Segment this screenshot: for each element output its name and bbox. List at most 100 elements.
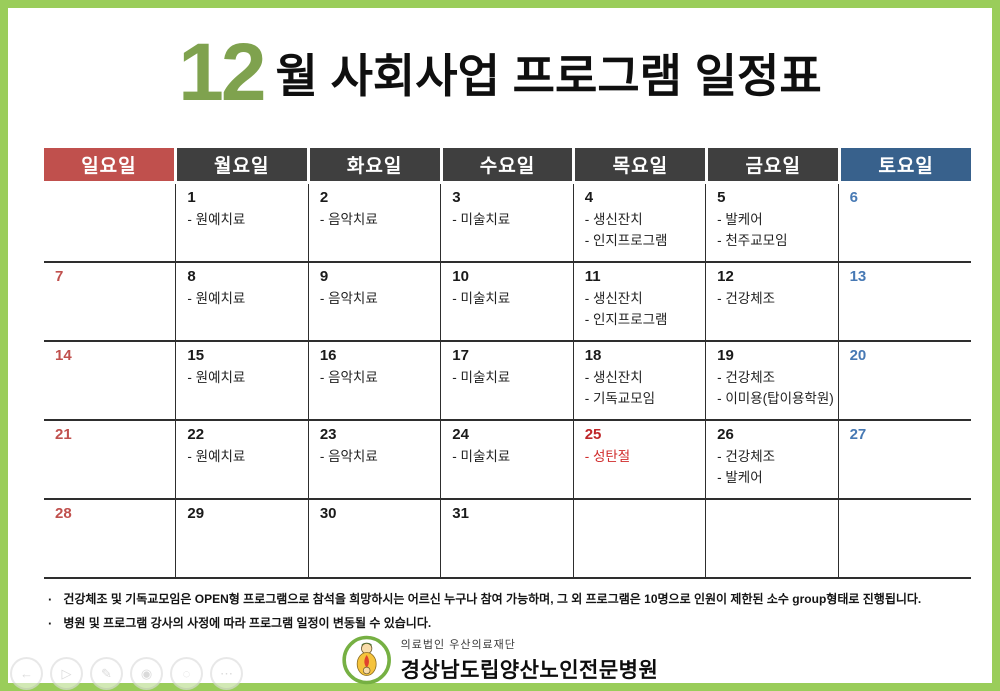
camera-icon[interactable]: ◉ — [130, 657, 163, 690]
date-number: 19 — [717, 347, 734, 364]
program-entry: - 생신잔치 — [584, 370, 643, 385]
day-header-wednesday: 수요일 — [442, 148, 573, 181]
viewer-toolbar-watermark: ← ▷ ✎ ◉ ◌ ⋯ — [10, 657, 243, 690]
date-number: 20 — [849, 347, 867, 364]
date-number: 21 — [55, 426, 72, 443]
calendar-cell: 7 — [44, 263, 177, 342]
calendar-cell — [573, 500, 707, 579]
day-header-thursday: 목요일 — [575, 148, 706, 181]
calendar-cell — [706, 500, 839, 579]
date-number: 9 — [319, 268, 329, 285]
calendar-cell: 11 - 생신잔치 - 인지프로그램 — [573, 263, 707, 342]
title-month-number: 12 — [178, 27, 266, 118]
calendar-cell: 4 - 생신잔치 - 인지프로그램 — [573, 184, 707, 263]
title-text: 월 사회사업 프로그램 일정표 — [275, 50, 822, 102]
program-entry: - 음악치료 — [319, 449, 378, 464]
more-icon[interactable]: ⋯ — [210, 657, 243, 690]
search-icon[interactable]: ◌ — [170, 657, 203, 690]
program-entry: - 인지프로그램 — [584, 233, 668, 248]
program-entry: - 생신잔치 — [584, 291, 643, 306]
logo-hospital-name: 경상남도립양산노인전문병원 — [400, 659, 659, 682]
program-entry: - 생신잔치 — [584, 212, 643, 227]
date-number: 28 — [55, 505, 72, 522]
program-entry: - 건강체조 — [717, 449, 776, 464]
calendar-cell: 6 — [838, 184, 971, 263]
date-number: 8 — [187, 268, 196, 285]
date-number: 7 — [55, 268, 64, 285]
day-header-sunday: 일요일 — [44, 148, 174, 181]
date-number: 17 — [452, 347, 469, 364]
calendar-cell: 8 - 원예치료 — [176, 263, 309, 342]
date-number: 18 — [584, 347, 602, 364]
date-number: 26 — [717, 426, 734, 443]
program-entry: - 음악치료 — [319, 212, 378, 227]
calendar-cell — [838, 500, 971, 579]
calendar-cell: 10 - 미술치료 — [441, 263, 574, 342]
date-number: 23 — [319, 426, 337, 443]
program-entry: - 미술치료 — [452, 212, 511, 227]
calendar-cell: 20 — [838, 342, 971, 421]
date-number: 15 — [187, 347, 205, 364]
date-number: 31 — [452, 505, 469, 522]
date-number: 27 — [849, 426, 867, 443]
date-number: 10 — [452, 268, 469, 285]
date-number: 14 — [55, 347, 72, 364]
calendar-cell: 12 - 건강체조 — [706, 263, 839, 342]
day-header-friday: 금요일 — [708, 148, 839, 181]
hospital-logo-icon — [342, 635, 391, 685]
back-icon[interactable]: ← — [10, 657, 43, 690]
program-entry: - 원예치료 — [187, 449, 246, 464]
program-entry: - 인지프로그램 — [584, 312, 668, 327]
program-entry: - 미술치료 — [452, 449, 511, 464]
page-title: 12 월 사회사업 프로그램 일정표 — [8, 8, 992, 120]
calendar-cell: 25 - 성탄절 — [573, 421, 707, 500]
date-number: 13 — [849, 268, 867, 285]
calendar-cell: 26 - 건강체조 - 발케어 — [706, 421, 839, 500]
program-entry: - 성탄절 — [584, 449, 631, 464]
calendar-cell: 16 - 음악치료 — [308, 342, 442, 421]
day-header-saturday: 토요일 — [841, 148, 971, 181]
hospital-logo-text: 의료법인 우산의료재단 경상남도립양산노인전문병원 — [401, 636, 659, 684]
program-entry: - 이미용(탑이용학원) — [717, 391, 834, 406]
date-number: 22 — [187, 426, 205, 443]
note-line: · 건강체조 및 기독교모임은 OPEN형 프로그램으로 참석을 희망하시는 어… — [48, 592, 966, 607]
program-entry: - 원예치료 — [187, 370, 246, 385]
calendar-grid: 1 - 원예치료 2 - 음악치료 3 - 미술치료 4 - 생신잔치 - 인지프로그램 5 - 발… — [44, 184, 971, 579]
calendar-cell: 9 - 음악치료 — [308, 263, 442, 342]
program-entry: - 발케어 — [717, 212, 763, 227]
program-entry: - 원예치료 — [187, 291, 246, 306]
date-number: 30 — [319, 505, 337, 522]
date-number: 29 — [187, 505, 205, 522]
note-text: 건강체조 및 기독교모임은 OPEN형 프로그램으로 참석을 희망하시는 어르신… — [63, 592, 922, 606]
date-number: 12 — [717, 268, 734, 285]
calendar-cell: 27 — [838, 421, 971, 500]
calendar-cell: 3 - 미술치료 — [441, 184, 574, 263]
note-line: · 병원 및 프로그램 강사의 사정에 따라 프로그램 일정이 변동될 수 있습… — [48, 616, 966, 631]
calendar-cell: 28 — [44, 500, 177, 579]
calendar-cell: 24 - 미술치료 — [441, 421, 574, 500]
bullet-icon: · — [48, 592, 53, 607]
calendar-cell: 30 — [308, 500, 442, 579]
date-number: 11 — [584, 268, 601, 285]
date-number: 5 — [717, 189, 726, 206]
calendar-cell: 15 - 원예치료 — [176, 342, 309, 421]
hospital-logo: 의료법인 우산의료재단 경상남도립양산노인전문병원 — [342, 635, 659, 685]
date-number: 4 — [584, 189, 594, 206]
calendar-cell: 31 — [441, 500, 574, 579]
program-entry: - 건강체조 — [717, 370, 776, 385]
pencil-icon[interactable]: ✎ — [90, 657, 123, 690]
day-of-week-header-row: 일요일 월요일 화요일 수요일 목요일 금요일 토요일 — [44, 148, 971, 181]
date-number: 25 — [584, 426, 602, 443]
program-entry: - 발케어 — [717, 470, 763, 485]
calendar-cell: 2 - 음악치료 — [308, 184, 442, 263]
program-entry: - 원예치료 — [187, 212, 246, 227]
calendar-cell: 23 - 음악치료 — [308, 421, 442, 500]
play-icon[interactable]: ▷ — [50, 657, 83, 690]
calendar-cell: 18 - 생신잔치 - 기독교모임 — [573, 342, 707, 421]
date-number: 24 — [452, 426, 469, 443]
calendar-cell: 19 - 건강체조 - 이미용(탑이용학원) — [706, 342, 839, 421]
calendar-cell — [44, 184, 177, 263]
program-entry: - 음악치료 — [319, 291, 378, 306]
calendar-cell: 14 — [44, 342, 177, 421]
